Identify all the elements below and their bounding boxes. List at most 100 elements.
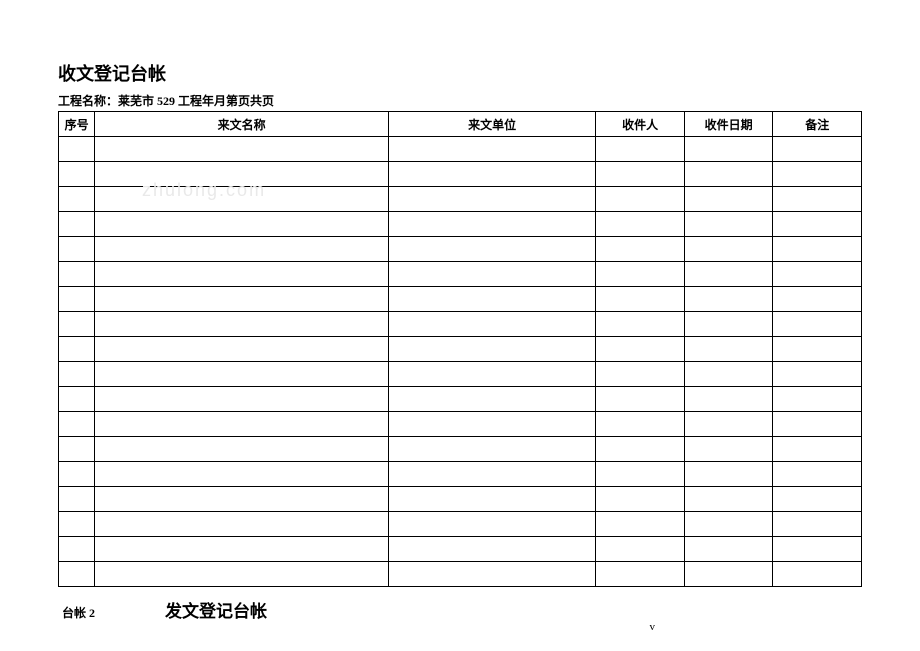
table-cell xyxy=(389,362,596,387)
table-cell xyxy=(59,362,95,387)
table-cell xyxy=(389,337,596,362)
table-cell xyxy=(684,562,773,587)
table-row xyxy=(59,562,862,587)
table-cell xyxy=(95,412,389,437)
table-cell xyxy=(59,237,95,262)
project-name-line: 工程名称：莱芜市 529 工程年月第页共页 xyxy=(58,92,862,109)
table-cell xyxy=(596,312,685,337)
table-cell xyxy=(773,412,862,437)
table-cell xyxy=(773,387,862,412)
table-cell xyxy=(95,187,389,212)
table-row xyxy=(59,137,862,162)
table-header-row: 序号来文名称来文单位收件人收件日期备注 xyxy=(59,112,862,137)
register-table: 序号来文名称来文单位收件人收件日期备注 xyxy=(58,111,862,587)
page-title: 收文登记台帐 xyxy=(58,60,862,86)
table-cell xyxy=(59,537,95,562)
table-cell xyxy=(596,412,685,437)
table-cell xyxy=(684,437,773,462)
table-body xyxy=(59,137,862,587)
table-cell xyxy=(389,412,596,437)
table-cell xyxy=(684,312,773,337)
table-cell xyxy=(684,462,773,487)
table-cell xyxy=(95,287,389,312)
table-cell xyxy=(596,362,685,387)
footer-left-label: 台帐 2 xyxy=(62,604,95,621)
footer-title: 发文登记台帐 xyxy=(165,597,267,622)
table-cell xyxy=(95,212,389,237)
table-cell xyxy=(684,187,773,212)
table-cell xyxy=(773,337,862,362)
table-cell xyxy=(95,487,389,512)
table-cell xyxy=(596,562,685,587)
table-cell xyxy=(596,512,685,537)
table-row xyxy=(59,212,862,237)
table-cell xyxy=(389,237,596,262)
table-cell xyxy=(95,237,389,262)
table-row xyxy=(59,487,862,512)
table-cell xyxy=(59,162,95,187)
table-cell xyxy=(59,337,95,362)
footer-corner-mark: v xyxy=(650,621,656,633)
table-cell xyxy=(95,312,389,337)
table-cell xyxy=(389,537,596,562)
table-cell xyxy=(95,337,389,362)
column-header: 收件日期 xyxy=(684,112,773,137)
table-cell xyxy=(773,487,862,512)
table-cell xyxy=(389,437,596,462)
table-cell xyxy=(773,262,862,287)
table-cell xyxy=(596,487,685,512)
table-cell xyxy=(684,162,773,187)
table-cell xyxy=(59,312,95,337)
table-cell xyxy=(773,237,862,262)
table-cell xyxy=(596,437,685,462)
table-cell xyxy=(684,487,773,512)
table-cell xyxy=(596,387,685,412)
table-row xyxy=(59,362,862,387)
table-row xyxy=(59,512,862,537)
table-cell xyxy=(596,262,685,287)
table-cell xyxy=(596,537,685,562)
table-cell xyxy=(59,137,95,162)
table-cell xyxy=(773,562,862,587)
table-row xyxy=(59,462,862,487)
table-row xyxy=(59,262,862,287)
table-cell xyxy=(95,362,389,387)
table-cell xyxy=(95,137,389,162)
column-header: 序号 xyxy=(59,112,95,137)
table-cell xyxy=(59,387,95,412)
table-cell xyxy=(59,512,95,537)
table-row xyxy=(59,237,862,262)
table-cell xyxy=(596,212,685,237)
table-cell xyxy=(684,137,773,162)
table-cell xyxy=(684,537,773,562)
table-cell xyxy=(773,437,862,462)
column-header: 来文单位 xyxy=(389,112,596,137)
table-cell xyxy=(95,262,389,287)
table-row xyxy=(59,412,862,437)
table-cell xyxy=(59,487,95,512)
table-cell xyxy=(684,212,773,237)
table-cell xyxy=(95,462,389,487)
table-cell xyxy=(596,237,685,262)
table-cell xyxy=(389,387,596,412)
table-cell xyxy=(684,237,773,262)
table-row xyxy=(59,187,862,212)
table-row xyxy=(59,437,862,462)
table-cell xyxy=(59,437,95,462)
table-cell xyxy=(773,162,862,187)
table-cell xyxy=(59,262,95,287)
table-cell xyxy=(389,137,596,162)
table-cell xyxy=(684,512,773,537)
table-cell xyxy=(389,262,596,287)
table-cell xyxy=(59,412,95,437)
table-cell xyxy=(389,287,596,312)
table-row xyxy=(59,337,862,362)
table-cell xyxy=(773,512,862,537)
table-cell xyxy=(773,462,862,487)
footer-row: 台帐 2 发文登记台帐 xyxy=(58,597,862,622)
column-header: 来文名称 xyxy=(95,112,389,137)
table-cell xyxy=(389,187,596,212)
table-cell xyxy=(95,437,389,462)
table-cell xyxy=(684,287,773,312)
table-cell xyxy=(389,487,596,512)
